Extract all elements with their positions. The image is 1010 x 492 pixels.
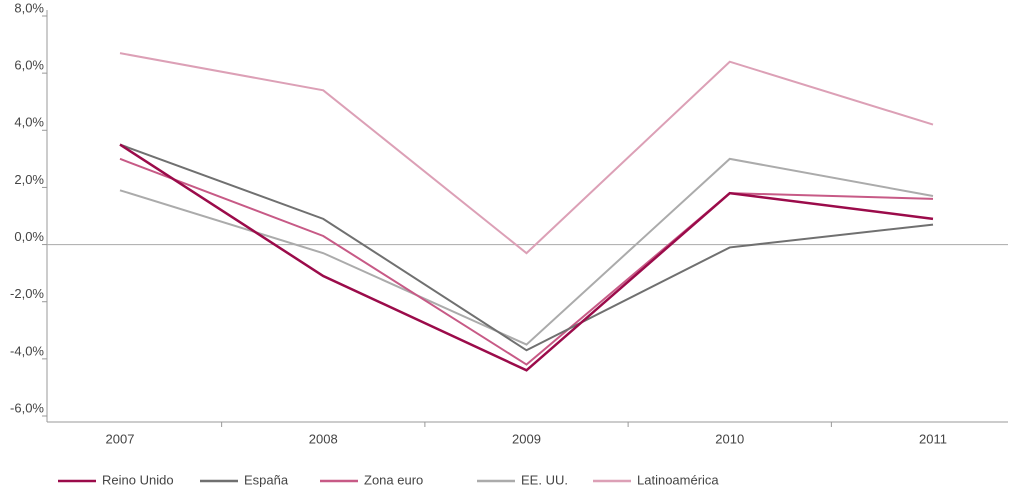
x-tick-label: 2009 bbox=[512, 431, 541, 446]
series-line bbox=[119, 143, 934, 352]
series-line bbox=[119, 52, 934, 255]
x-tick-label: 2011 bbox=[919, 431, 947, 446]
y-tick-label: 2,0% bbox=[14, 172, 44, 187]
legend-label: Latinoamérica bbox=[637, 472, 719, 487]
legend-label: España bbox=[244, 472, 289, 487]
x-tick-label: 2007 bbox=[106, 431, 135, 446]
x-tick-label: 2010 bbox=[715, 431, 744, 446]
y-tick-label: 8,0% bbox=[14, 0, 44, 15]
series-line bbox=[119, 157, 934, 346]
legend-label: EE. UU. bbox=[521, 472, 568, 487]
legend-label: Zona euro bbox=[364, 472, 423, 487]
y-tick-label: -2,0% bbox=[10, 286, 44, 301]
x-tick-label: 2008 bbox=[309, 431, 338, 446]
y-tick-label: -4,0% bbox=[10, 343, 44, 358]
series-line bbox=[119, 157, 934, 366]
y-tick-label: 4,0% bbox=[14, 115, 44, 130]
y-tick-label: 6,0% bbox=[14, 58, 44, 73]
series-line bbox=[119, 143, 934, 372]
y-tick-label: -6,0% bbox=[10, 400, 44, 415]
legend-label: Reino Unido bbox=[102, 472, 174, 487]
y-tick-label: 0,0% bbox=[14, 229, 44, 244]
